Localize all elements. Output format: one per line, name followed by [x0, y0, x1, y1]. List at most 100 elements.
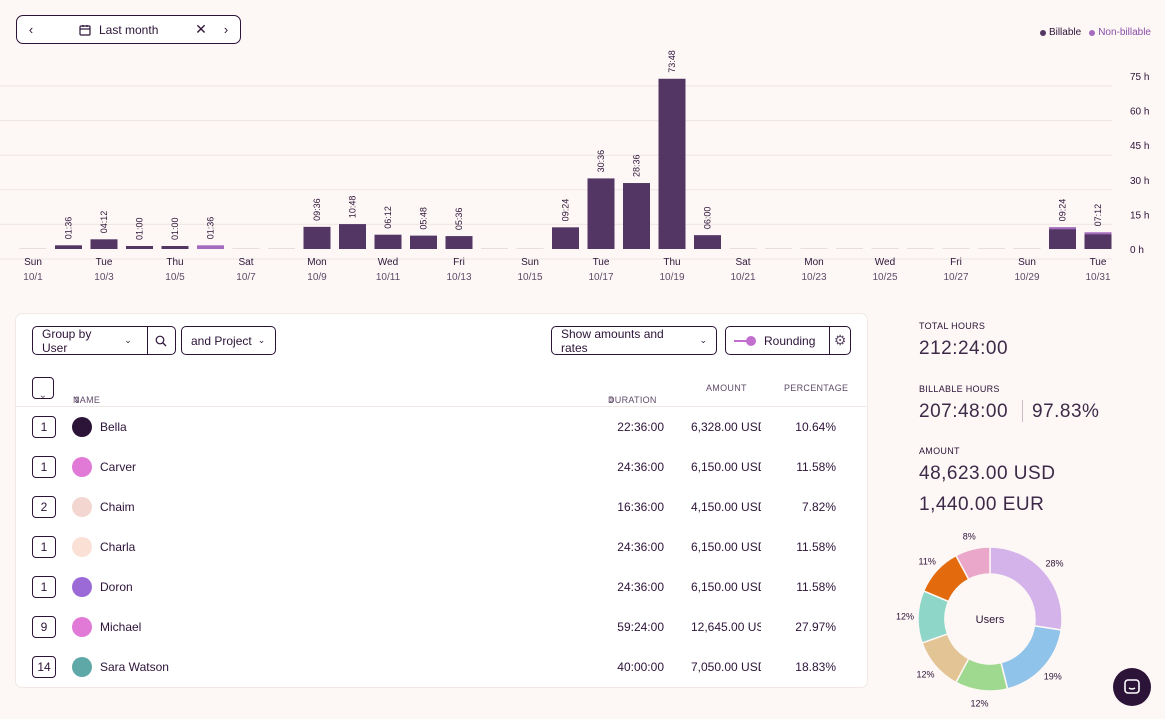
rounding-toggle[interactable]: Rounding [726, 327, 823, 354]
previous-period-button[interactable]: ‹ [28, 22, 34, 37]
chevron-down-icon: ⌄ [124, 335, 132, 345]
user-name: Michael [100, 620, 142, 634]
group-by-dropdown[interactable]: Group by User ⌄ [33, 326, 141, 355]
bar-10/13 [445, 236, 473, 249]
entry-count-badge[interactable]: 1 [32, 536, 56, 558]
x-tick-date: 10/5 [165, 272, 185, 283]
x-tick-date: 10/25 [872, 272, 897, 283]
empty-bar-10/1 [19, 248, 47, 249]
and-project-dropdown[interactable]: and Project ⌄ [181, 326, 276, 355]
x-tick-date: 10/21 [730, 272, 755, 283]
legend-non-billable: Non-billable [1089, 27, 1151, 38]
empty-bar-10/15 [516, 248, 544, 249]
x-tick-day: Sun [24, 257, 42, 268]
x-tick-date: 10/3 [94, 272, 114, 283]
donut-slice [954, 546, 991, 581]
chat-support-button[interactable] [1113, 668, 1151, 706]
percentage-cell: 10.64% [795, 420, 836, 434]
table-row[interactable]: 1 Carver 24:36:00 6,150.00 USD 11.58% [16, 447, 867, 487]
donut-slice-label: 11% [919, 557, 936, 567]
x-tick-date: 10/15 [517, 272, 542, 283]
bar-10/10 [339, 224, 366, 249]
entry-count-badge[interactable]: 2 [32, 496, 56, 518]
amount-cell: 6,150.00 USD [691, 580, 761, 594]
duration-cell: 40:00:00 [617, 660, 664, 674]
chevron-down-icon: ⌄ [38, 390, 48, 401]
clear-date-icon[interactable]: ✕ [195, 21, 207, 37]
x-tick-date: 10/31 [1085, 272, 1110, 283]
table-row[interactable]: 1 Bella 22:36:00 6,328.00 USD 10.64% [16, 407, 867, 447]
bar-data-label: 30:36 [596, 150, 606, 173]
x-tick-date: 10/17 [588, 272, 613, 283]
entry-count-badge[interactable]: 9 [32, 616, 56, 638]
duration-cell: 24:36:00 [617, 580, 664, 594]
non-billable-cap [1084, 232, 1112, 235]
donut-slice-label: 12% [916, 669, 934, 679]
entry-count-badge[interactable]: 1 [32, 576, 56, 598]
y-tick-label: 60 h [1130, 107, 1149, 118]
table-row[interactable]: 2 Chaim 16:36:00 4,150.00 USD 7.82% [16, 487, 867, 527]
search-button[interactable] [146, 327, 175, 354]
percentage-cell: 7.82% [801, 500, 836, 514]
bar-10/31 [1084, 232, 1112, 249]
x-tick-date: 10/9 [307, 272, 327, 283]
donut-center-label: Users [976, 614, 1005, 626]
expand-all-button[interactable]: ⌄ [32, 377, 54, 401]
x-tick-date: 10/27 [943, 272, 968, 283]
bar-10/5 [161, 246, 189, 249]
entry-count-badge[interactable]: 1 [32, 416, 56, 438]
bar-data-label: 09:24 [561, 199, 571, 222]
daily-hours-bar-chart: 75 h 60 h 45 h 30 h 15 h 0 h 01:36 04:12 01:00 01… [0, 50, 1149, 283]
show-amounts-dropdown[interactable]: Show amounts and rates ⌄ [551, 326, 717, 355]
report-table-card: Group by User ⌄ and Project ⌄ Show amoun… [16, 314, 867, 687]
x-tick-day: Tue [593, 257, 610, 268]
date-range-selector[interactable]: Last month [45, 23, 190, 37]
sort-icon: ⇕ [73, 395, 81, 405]
entry-count-badge[interactable]: 14 [32, 656, 56, 678]
bar-data-label: 06:00 [703, 207, 713, 230]
table-row[interactable]: 1 Doron 24:36:00 6,150.00 USD 11.58% [16, 567, 867, 607]
bar-data-label: 09:24 [1058, 199, 1068, 222]
empty-bar-10/7 [232, 248, 260, 249]
billable-hours-label: BILLABLE HOURS [919, 384, 1000, 394]
empty-bar-10/29 [1013, 248, 1041, 249]
table-row[interactable]: 9 Michael 59:24:00 12,645.00 USD 27.97% [16, 607, 867, 647]
non-billable-dot-icon [1089, 29, 1096, 36]
bar-10/19 [658, 78, 686, 249]
x-tick-day: Thu [166, 257, 183, 268]
legend-billable: Billable [1039, 27, 1081, 38]
x-tick-day: Wed [875, 257, 895, 268]
x-tick-date: 10/11 [376, 272, 401, 283]
amount-cell: 6,150.00 USD [691, 540, 761, 554]
x-tick-day: Sun [521, 257, 539, 268]
x-tick-day: Fri [950, 257, 962, 268]
bar-10/20 [694, 235, 721, 249]
x-tick-date: 10/13 [446, 272, 471, 283]
bar-10/12 [410, 235, 437, 249]
x-tick-date: 10/7 [236, 272, 256, 283]
percentage-cell: 11.58% [796, 580, 836, 594]
x-tick-day: Mon [307, 257, 326, 268]
bar-10/2 [55, 245, 82, 249]
sort-icon: ⇕ [608, 395, 616, 405]
percentage-cell: 18.83% [795, 660, 836, 674]
next-period-button[interactable]: › [223, 22, 229, 37]
donut-slice-label: 12% [896, 611, 914, 621]
table-row[interactable]: 14 Sara Watson 40:00:00 7,050.00 USD 18.83% [16, 647, 867, 687]
billable-percentage-value: 97.83% [1032, 401, 1100, 422]
y-tick-label: 15 h [1130, 210, 1149, 221]
search-icon [156, 335, 167, 346]
table-row[interactable]: 1 Charla 24:36:00 6,150.00 USD 11.58% [16, 527, 867, 567]
total-hours-value: 212:24:00 [919, 338, 1009, 359]
group-by-label: Group by User [42, 326, 92, 355]
bar-10/9 [303, 226, 331, 249]
entry-count-badge[interactable]: 1 [32, 456, 56, 478]
donut-slice-label: 12% [971, 698, 989, 708]
billable-dot-icon [1039, 29, 1046, 36]
avatar [72, 657, 92, 677]
duration-cell: 16:36:00 [617, 500, 664, 514]
duration-header-label: DURATION [608, 395, 657, 405]
amount-eur-value: 1,440.00 EUR [919, 494, 1045, 515]
bar-data-label: 10:48 [348, 196, 358, 219]
rounding-settings-button[interactable]: ⚙ [829, 327, 850, 354]
